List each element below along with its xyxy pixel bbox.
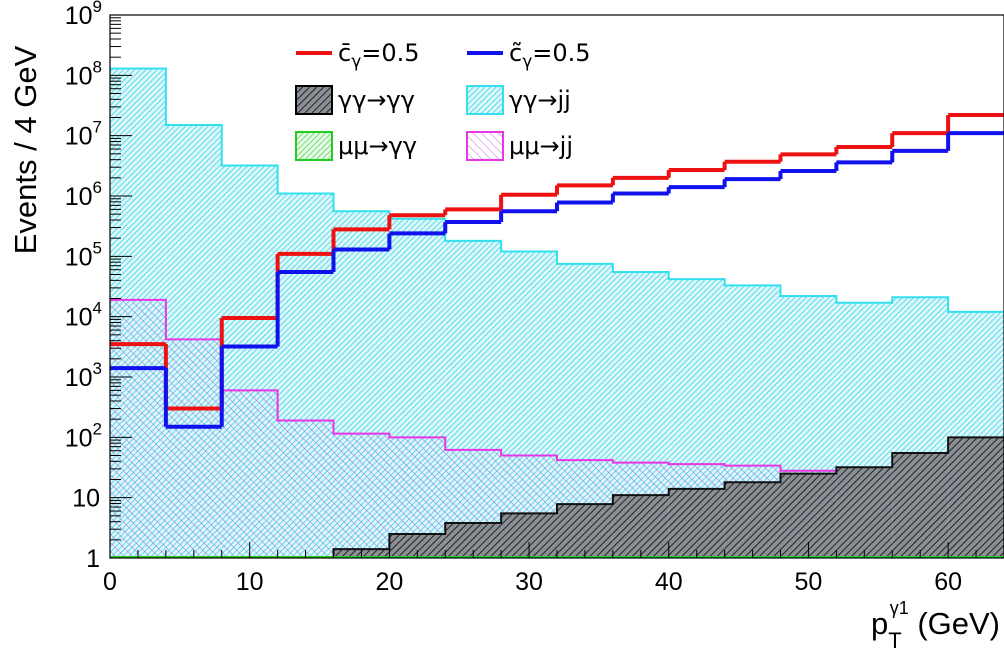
y-tick-label: 108 [65,57,102,90]
y-tick-label: 104 [65,299,102,332]
legend-swatch-mumu-to-gammagamma [295,131,333,161]
y-tick-label: 10 [72,485,100,513]
bin-bar-gammagamma-to-gammagamma [668,488,725,558]
legend-swatch-gammagamma-to-gammagamma [295,85,333,115]
y-tick-label: 106 [65,178,102,211]
legend-swatch-mumu-to-jj [466,131,504,161]
x-tick-label: 30 [515,568,543,596]
y-tick-label: 1 [86,545,100,573]
histogram-lines [110,113,1004,429]
x-tick-label: 40 [655,568,683,596]
outline-gammagamma-to-jj [110,67,1004,313]
y-tick-label: 103 [65,359,102,392]
y-tick-label: 105 [65,238,102,271]
x-axis-title: pTγ1 (GeV) [871,598,1000,652]
legend-label: μμ→jj [509,132,573,160]
y-tick-label: 102 [65,419,102,452]
legend-label: μμ→γγ [338,132,417,160]
bin-bar-mumu-to-jj [277,420,334,558]
bin-bar-gammagamma-to-gammagamma [724,482,781,558]
axes: 0 10 20 30 40 50 60 1 10 102 103 104 105 106 107 108 109 [65,0,1004,596]
x-axis-title-base: p [871,606,888,641]
bin-bar-mumu-to-jj [110,299,166,558]
legend-label: c̄γ=0.5 [338,39,420,72]
x-axis-title-sup: γ1 [890,598,909,618]
x-tick-label: 20 [375,568,403,596]
legend-label: c̃γ=0.5 [509,39,591,72]
bin-bar-mumu-to-jj [221,390,278,558]
y-tick-label: 109 [65,0,102,30]
x-axis-title-unit: (GeV) [909,606,1000,641]
legend-label: γγ→γγ [338,86,415,114]
x-tick-label: 0 [103,568,117,596]
legend-label: γγ→jj [509,86,571,114]
legend-swatch-gammagamma-to-jj [466,85,504,115]
legend: c̄γ=0.5 c̃γ=0.5 γγ→γγ γγ→jj μμ→γγ μμ→jj [295,39,591,161]
x-axis-title-sub: T [888,628,901,652]
x-tick-label: 50 [795,568,823,596]
x-tick-label: 60 [934,568,962,596]
bin-bar-gammagamma-to-gammagamma [612,495,669,558]
y-tick-label: 107 [65,118,102,151]
bin-bar-gammagamma-to-gammagamma [948,437,1004,558]
bin-bar-gammagamma-to-gammagamma [892,452,949,558]
x-tick-label: 10 [236,568,264,596]
bin-bar-gammagamma-to-gammagamma [836,467,893,558]
y-axis-title: Events / 4 GeV [8,45,43,254]
bin-bar-mumu-to-jj [165,339,222,558]
bin-bar-gammagamma-to-gammagamma [557,504,613,558]
bin-bar-mumu-to-jj [333,433,390,558]
